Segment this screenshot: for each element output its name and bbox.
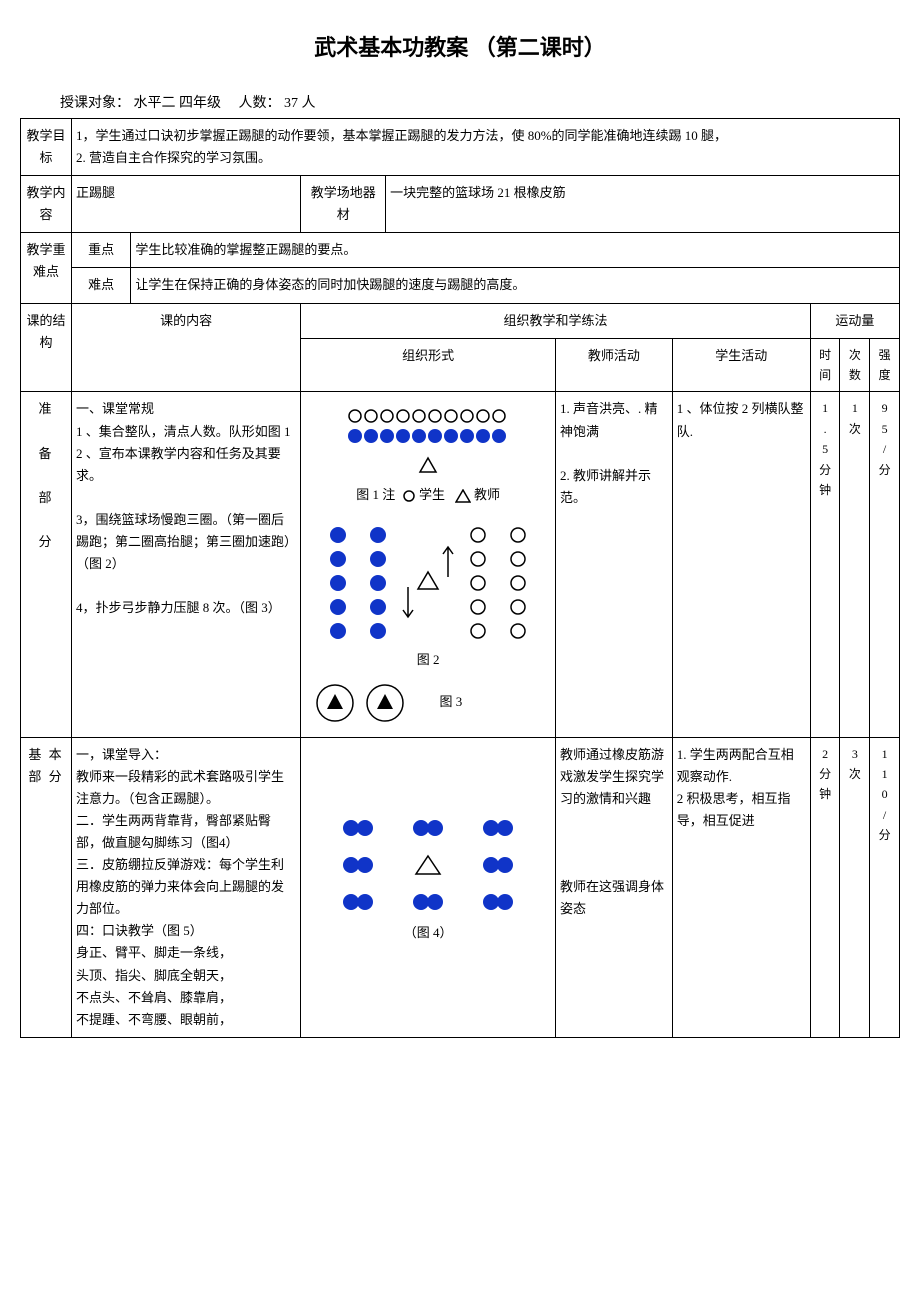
hard-value: 让学生在保持正确的身体姿态的同时加快踢腿的速度与踢腿的高度。 [131,268,900,303]
hdr-load: 运动量 [810,303,899,338]
basic-content: 一，课堂导入： 教师来一段精彩的武术套路吸引学生注意力。（包含正踢腿）。 二．学… [71,737,300,1037]
basic-time: 2 分 钟 [810,737,840,1037]
figure-4: （图 4） [305,804,551,948]
figure-1-legend: 图 1 注 学生 教师 [305,484,551,506]
basic-student-act: 1. 学生两两配合互相观察动作. 2 积极思考，相互指导，相互促进 [672,737,810,1037]
content-label: 教学内容 [21,176,72,233]
prep-diagrams: 图 1 注 学生 教师 图 2 图 3 [301,392,556,737]
audience-value: 水平二 四年级 [134,96,222,111]
hdr-count: 次数 [840,338,870,392]
figure-3-svg [313,681,423,725]
goal-label: 教学目标 [21,119,72,176]
basic-teacher-act: 教师通过橡皮筋游戏激发学生探究学习的激情和兴趣 教师在这强调身体姿态 [556,737,673,1037]
teacher-triangle-icon [418,456,438,474]
hard-label: 难点 [71,268,130,303]
prep-time: 1 . 5 分 钟 [810,392,840,737]
fig4-label: （图 4） [305,922,551,944]
lesson-plan-table: 教学目标 1，学生通过口诀初步掌握正踢腿的动作要领，基本掌握正踢腿的发力方法，使… [20,118,900,1038]
prep-teacher-act: 1. 声音洪亮、. 精神饱满 2. 教师讲解并示范。 [556,392,673,737]
teacher-triangle-icon [455,489,471,503]
hdr-time: 时间 [810,338,840,392]
prep-content: 一、课堂常规 1 、集合整队，清点人数。队形如图 1 2 、宣布本课教学内容和任… [71,392,300,737]
hdr-teacher: 教师活动 [556,338,673,392]
hdr-org-methods: 组织教学和学练法 [301,303,811,338]
venue-value: 一块完整的篮球场 21 根橡皮筋 [386,176,900,233]
figure-2-svg [318,517,538,647]
hdr-org-form: 组织形式 [301,338,556,392]
fig1-label: 图 1 注 [356,487,395,502]
count-value: 37 人 [284,96,316,111]
content-value: 正踢腿 [71,176,300,233]
figure-4-svg [328,810,528,920]
meta-line: 授课对象： 水平二 四年级 人数： 37 人 [60,92,900,112]
hdr-structure: 课的结构 [21,303,72,392]
prep-intensity: 9 5 / 分 [870,392,900,737]
basic-diagrams: （图 4） [301,737,556,1037]
basic-label: 基 本 部 分 [21,737,72,1037]
venue-label: 教学场地器材 [301,176,386,233]
hdr-intensity: 强度 [870,338,900,392]
figure-1-svg [343,404,513,454]
basic-intensity: 1 1 0 / 分 [870,737,900,1037]
key-label: 重点 [71,233,130,268]
key-value: 学生比较准确的掌握整正踢腿的要点。 [131,233,900,268]
fig2-label: 图 2 [305,649,551,671]
audience-label: 授课对象： [60,96,130,111]
figure-3: 图 3 [305,675,551,731]
hdr-student: 学生活动 [672,338,810,392]
prep-count: 1 次 [840,392,870,737]
count-label: 人数： [239,96,281,111]
difficulty-label: 教学重难点 [21,233,72,303]
student-circle-icon [402,489,416,503]
fig3-label: 图 3 [439,694,462,709]
prep-label: 准 备 部 分 [21,392,72,737]
page-title: 武术基本功教案 （第二课时） [20,30,900,62]
goal-text: 1，学生通过口诀初步掌握正踢腿的动作要领，基本掌握正踢腿的发力方法，使 80%的… [71,119,899,176]
prep-student-act: 1 、体位按 2 列横队整队. [672,392,810,737]
figure-2: 图 2 [305,511,551,675]
legend-teacher: 教师 [474,487,500,502]
figure-1 [305,398,551,480]
basic-count: 3 次 [840,737,870,1037]
legend-student: 学生 [419,487,445,502]
hdr-content: 课的内容 [71,303,300,392]
